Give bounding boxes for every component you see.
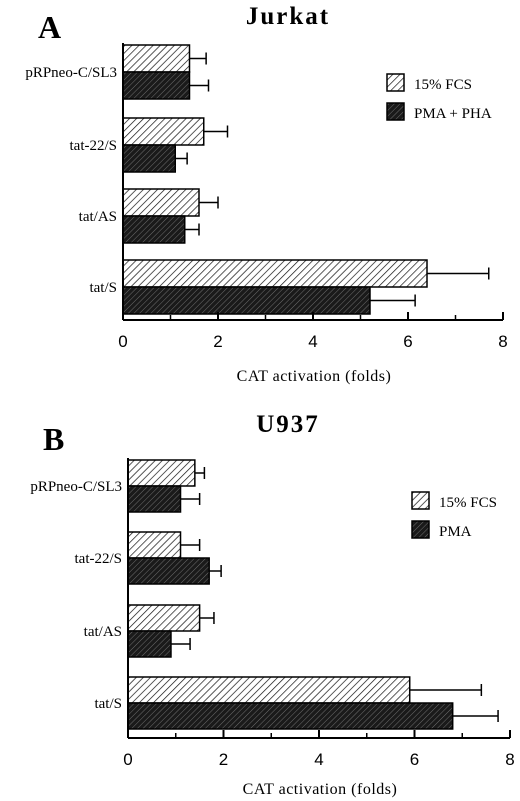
panel-b-legend-swatch bbox=[411, 520, 430, 539]
panel-a-x-tick-label: 4 bbox=[308, 332, 317, 351]
panel-a-bar bbox=[122, 215, 186, 244]
panel-b-bar bbox=[127, 604, 201, 632]
panel-b-bar bbox=[127, 630, 172, 658]
panel-a-x-tick-label: 8 bbox=[498, 332, 507, 351]
panel-a-x-axis-label: CAT activation (folds) bbox=[237, 368, 392, 385]
panel-b-legend-label: 15% FCS bbox=[439, 495, 497, 511]
panel-b-x-tick-label: 4 bbox=[314, 750, 323, 769]
panel-a-bar bbox=[122, 71, 191, 100]
panel-a-category-label: tat/S bbox=[89, 280, 117, 296]
panel-a-bar bbox=[122, 144, 176, 173]
panel-b-bar bbox=[127, 485, 182, 513]
panel-a-title: Jurkat bbox=[246, 3, 330, 30]
panel-a-bar bbox=[122, 286, 371, 315]
panel-b-bar bbox=[127, 459, 196, 487]
panel-b-x-tick-label: 6 bbox=[410, 750, 419, 769]
panel-b-legend-swatch bbox=[411, 491, 430, 510]
panel-a-legend-swatch bbox=[386, 102, 405, 121]
panel-b-x-tick-label: 8 bbox=[505, 750, 514, 769]
panel-b-bar bbox=[127, 676, 411, 704]
panel-a-legend-label: 15% FCS bbox=[414, 77, 472, 93]
panel-a-letter: A bbox=[38, 9, 61, 45]
panel-b-x-tick-label: 2 bbox=[219, 750, 228, 769]
panel-b-letter: B bbox=[43, 421, 64, 457]
panel-a-bar bbox=[122, 259, 428, 288]
panel-b-x-tick-label: 0 bbox=[123, 750, 132, 769]
panel-a-category-label: pRPneo-C/SL3 bbox=[25, 65, 117, 81]
panel-a-bar bbox=[122, 44, 191, 73]
panel-a-x-tick-label: 0 bbox=[118, 332, 127, 351]
panel-b-bar bbox=[127, 557, 210, 585]
panel-b-bar bbox=[127, 531, 182, 559]
panel-a-x-tick-label: 6 bbox=[403, 332, 412, 351]
panel-b-title: U937 bbox=[256, 411, 320, 438]
panel-b-legend-label: PMA bbox=[439, 524, 472, 540]
panel-a-bar bbox=[122, 188, 200, 217]
panel-b-chart: B U937 CAT activation (folds) pRPneo-C/S… bbox=[30, 411, 514, 798]
panel-a-category-label: tat-22/S bbox=[70, 138, 118, 154]
panel-a-chart: A Jurkat CAT activation (folds) pRPneo-C… bbox=[25, 3, 507, 385]
panel-a-x-tick-label: 2 bbox=[213, 332, 222, 351]
panel-a-legend-swatch bbox=[386, 73, 405, 92]
panel-b-category-label: pRPneo-C/SL3 bbox=[30, 479, 122, 495]
panel-a-category-label: tat/AS bbox=[79, 209, 117, 225]
panel-a-bar bbox=[122, 117, 205, 146]
panel-b-category-label: tat-22/S bbox=[75, 551, 123, 567]
panel-b-category-label: tat/S bbox=[94, 696, 122, 712]
panel-b-category-label: tat/AS bbox=[84, 624, 122, 640]
panel-b-bar bbox=[127, 702, 454, 730]
panel-a-legend-label: PMA + PHA bbox=[414, 106, 492, 122]
panel-b-x-axis-label: CAT activation (folds) bbox=[243, 781, 398, 798]
